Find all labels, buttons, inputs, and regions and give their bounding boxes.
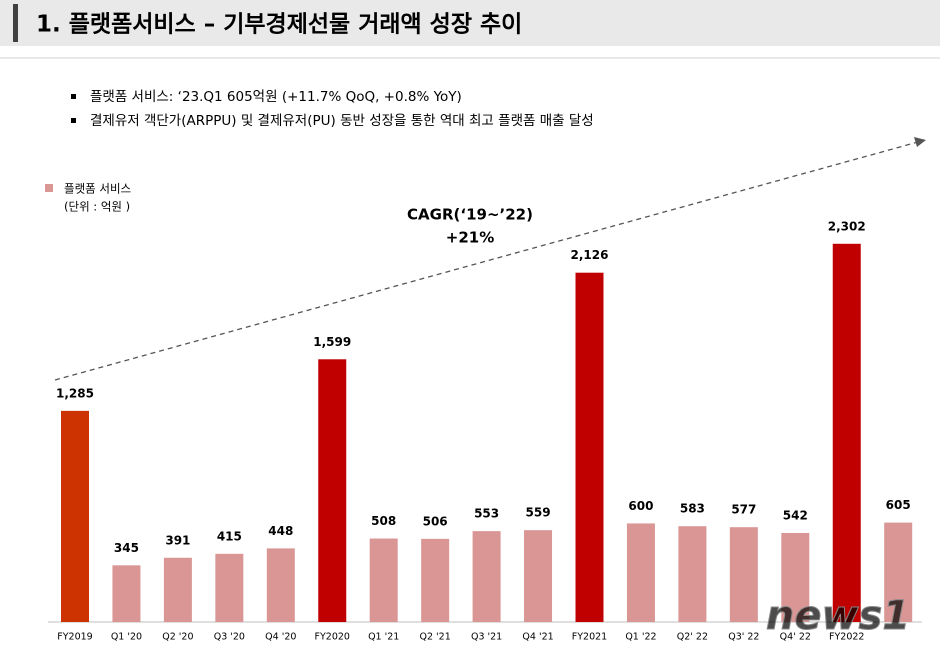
value-label: 1,285 [56,386,94,400]
bar [369,538,398,622]
bar [884,522,913,622]
bullet-dot [71,94,76,99]
value-label: 508 [371,514,396,528]
value-label: 553 [474,507,499,521]
x-tick-label: Q4' 22 [780,632,811,643]
bar [781,532,810,622]
bullet-dot [71,118,76,123]
bar [318,359,347,622]
x-tick-label: Q2' 22 [677,632,708,643]
x-tick-label: Q1 '21 [368,632,399,643]
title: 1. 플랫폼서비스 – 기부경제선물 거래액 성장 추이 [36,12,522,38]
value-label: 542 [783,508,808,522]
value-label: 415 [217,529,242,543]
watermark: news1 [766,593,910,639]
bar [163,557,192,622]
arrow-head [914,137,926,147]
value-label: 448 [268,524,293,538]
bar [61,410,89,622]
trend-arrow [54,141,919,381]
value-label: 600 [628,499,653,513]
value-label: 559 [526,506,551,520]
bar [729,527,758,622]
value-label: 1,599 [313,335,351,349]
bar [472,531,501,622]
value-label: 2,126 [571,248,609,262]
value-label: 583 [680,502,705,516]
bar [215,553,244,622]
bar [626,523,655,622]
annotation: CAGR(‘19~’22) [407,206,533,224]
bar [112,565,141,622]
value-label: 345 [114,541,139,555]
bar [678,526,707,622]
bar [421,538,450,622]
x-tick-label: Q1 '22 [625,632,656,643]
x-tick-label: Q3 '21 [471,632,502,643]
x-tick-label: Q2 '21 [420,632,451,643]
x-tick-label: FY2021 [572,632,607,643]
bullet: 플랫폼 서비스: ‘23.Q1 605억원 (+11.7% QoQ, +0.8%… [90,89,462,105]
x-tick-label: FY2020 [315,632,350,643]
legend-swatch [45,184,53,192]
unit-label: (단위 : 억원 ) [64,200,130,214]
x-tick-label: FY2019 [57,632,92,643]
x-tick-label: Q1 '20 [111,632,142,643]
x-tick-label: FY2022 [829,632,864,643]
bar [832,243,861,622]
value-label: 2,302 [828,219,866,233]
legend-label: 플랫폼 서비스 [64,182,131,196]
bar [266,548,295,622]
x-tick-label: Q3 '20 [214,632,245,643]
bar [575,272,604,622]
x-tick-label: Q3' 22 [728,632,759,643]
annotation: +21% [446,229,494,247]
title-band [0,0,940,46]
value-label: 605 [886,498,911,512]
title-accent [13,4,18,42]
x-tick-label: Q2 '20 [162,632,193,643]
value-label: 577 [731,503,756,517]
value-label: 391 [165,533,190,547]
bar [524,530,553,622]
value-label: 506 [423,514,448,528]
bullet: 결제유저 객단가(ARPPU) 및 결제유저(PU) 동반 성장을 통한 역대 … [90,113,594,129]
x-tick-label: Q4 '21 [522,632,553,643]
x-tick-label: Q4 '20 [265,632,296,643]
